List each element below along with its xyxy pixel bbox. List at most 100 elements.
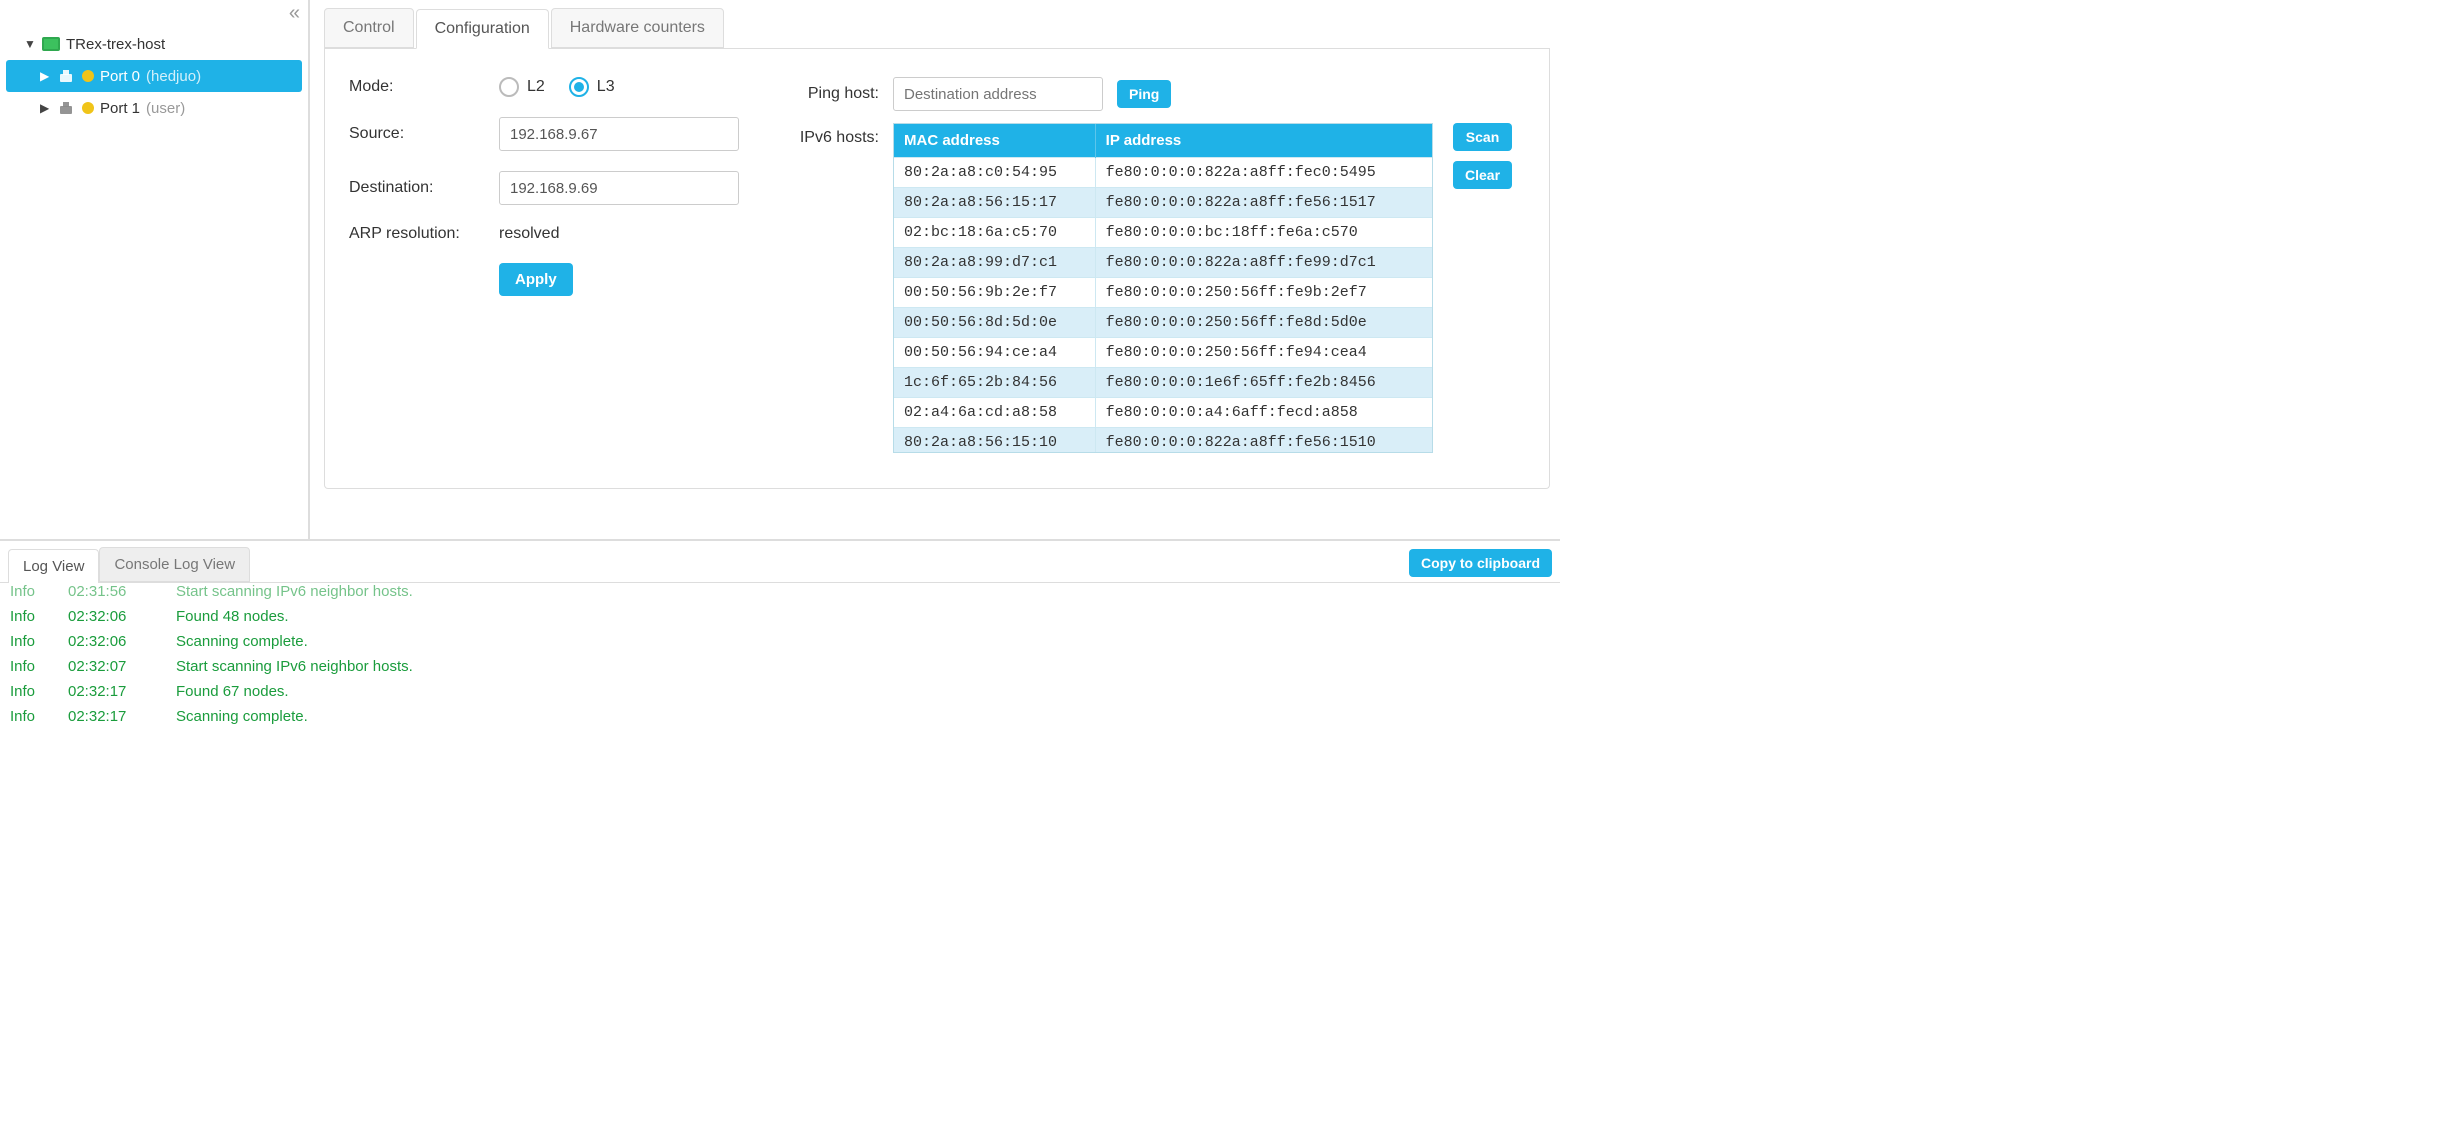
tab-control[interactable]: Control [324,8,414,48]
cell-mac: 80:2a:a8:c0:54:95 [894,158,1095,188]
tree-port-1[interactable]: ▶ Port 1 (user) [6,92,302,124]
table-row[interactable]: 80:2a:a8:56:15:17fe80:0:0:0:822a:a8ff:fe… [894,188,1432,218]
log-pane: Log View Console Log View Copy to clipbo… [0,540,1560,730]
expand-down-icon[interactable]: ▼ [24,37,38,51]
log-time: 02:32:06 [68,608,158,625]
destination-label: Destination: [349,179,499,197]
log-message: Start scanning IPv6 neighbor hosts. [176,658,413,675]
log-line: Info 02:32:07 Start scanning IPv6 neighbor… [10,654,1550,679]
clear-button[interactable]: Clear [1453,161,1512,189]
mode-l3-label: L3 [597,78,615,96]
mode-l3-radio[interactable]: L3 [569,77,615,97]
log-level: Info [10,708,50,725]
log-body[interactable]: Info 02:31:56 Start scanning IPv6 neighbor… [0,583,1560,730]
radio-on-icon [569,77,589,97]
log-level: Info [10,608,50,625]
log-message: Found 48 nodes. [176,608,289,625]
apply-button[interactable]: Apply [499,263,573,296]
cell-ip: fe80:0:0:0:822a:a8ff:fec0:5495 [1095,158,1432,188]
cell-mac: 02:a4:6a:cd:a8:58 [894,398,1095,428]
col-mac[interactable]: MAC address [894,124,1095,158]
arp-label: ARP resolution: [349,225,499,243]
port-icon [58,68,74,84]
table-row[interactable]: 02:bc:18:6a:c5:70fe80:0:0:0:bc:18ff:fe6a… [894,218,1432,248]
tree-root[interactable]: ▼ TRex-trex-host [6,28,302,60]
table-row[interactable]: 00:50:56:94:ce:a4fe80:0:0:0:250:56ff:fe9… [894,338,1432,368]
table-row[interactable]: 1c:6f:65:2b:84:56fe80:0:0:0:1e6f:65ff:fe… [894,368,1432,398]
cell-ip: fe80:0:0:0:250:56ff:fe8d:5d0e [1095,308,1432,338]
tab-hardware-counters[interactable]: Hardware counters [551,8,724,48]
device-tree: ▼ TRex-trex-host ▶ Port 0 (hedjuo) ▶ Port 1 (… [0,6,308,130]
tab-configuration[interactable]: Configuration [416,9,549,49]
log-line: Info 02:32:17 Scanning complete. [10,704,1550,729]
log-level: Info [10,658,50,675]
expand-right-icon[interactable]: ▶ [40,69,54,83]
tree-root-label: TRex-trex-host [66,36,165,53]
cell-mac: 00:50:56:9b:2e:f7 [894,278,1095,308]
ipv6-table-scroll[interactable]: MAC address IP address 80:2a:a8:c0:54:95… [894,124,1432,452]
copy-to-clipboard-button[interactable]: Copy to clipboard [1409,549,1552,577]
ping-label: Ping host: [779,85,879,103]
tab-console-log-view[interactable]: Console Log View [99,547,250,582]
expand-right-icon[interactable]: ▶ [40,101,54,115]
source-input[interactable] [499,117,739,151]
log-time: 02:32:07 [68,658,158,675]
cell-mac: 80:2a:a8:56:15:10 [894,428,1095,453]
source-label: Source: [349,125,499,143]
port-label: Port 1 [100,100,140,117]
main-panel: ControlConfigurationHardware counters Mo… [310,0,1560,539]
tree-port-0[interactable]: ▶ Port 0 (hedjuo) [6,60,302,92]
log-message: Scanning complete. [176,708,308,725]
log-time: 02:32:17 [68,683,158,700]
main-tabs: ControlConfigurationHardware counters [324,8,1550,49]
col-ip[interactable]: IP address [1095,124,1432,158]
ipv6-column: Ping host: Ping IPv6 hosts: MAC address [779,77,1525,460]
cell-mac: 1c:6f:65:2b:84:56 [894,368,1095,398]
host-flag-icon [42,37,60,51]
table-row[interactable]: 02:a4:6a:cd:a8:58fe80:0:0:0:a4:6aff:fecd… [894,398,1432,428]
log-time: 02:31:56 [68,583,158,600]
port-owner: (hedjuo) [146,68,201,85]
cell-mac: 80:2a:a8:56:15:17 [894,188,1095,218]
ipv6-label: IPv6 hosts: [779,123,879,147]
cell-ip: fe80:0:0:0:822a:a8ff:fe56:1510 [1095,428,1432,453]
status-dot-icon [82,102,94,114]
cell-ip: fe80:0:0:0:bc:18ff:fe6a:c570 [1095,218,1432,248]
table-row[interactable]: 80:2a:a8:c0:54:95fe80:0:0:0:822a:a8ff:fe… [894,158,1432,188]
scan-button[interactable]: Scan [1453,123,1512,151]
top-pane: « ▼ TRex-trex-host ▶ Port 0 (hedjuo) ▶ Port … [0,0,1560,540]
table-row[interactable]: 80:2a:a8:99:d7:c1fe80:0:0:0:822a:a8ff:fe… [894,248,1432,278]
cell-mac: 02:bc:18:6a:c5:70 [894,218,1095,248]
table-row[interactable]: 80:2a:a8:56:15:10fe80:0:0:0:822a:a8ff:fe… [894,428,1432,453]
config-panel: Mode: L2 L3 So [324,49,1550,489]
log-line: Info02:32:17Found 67 nodes. [10,679,1550,704]
log-line: Info02:32:06Scanning complete. [10,629,1550,654]
log-tabs: Log View Console Log View Copy to clipbo… [0,541,1560,583]
table-row[interactable]: 00:50:56:8d:5d:0efe80:0:0:0:250:56ff:fe8… [894,308,1432,338]
tab-log-view[interactable]: Log View [8,549,99,583]
cell-ip: fe80:0:0:0:250:56ff:fe9b:2ef7 [1095,278,1432,308]
log-level: Info [10,683,50,700]
config-form: Mode: L2 L3 So [349,77,749,460]
mode-l2-radio[interactable]: L2 [499,77,545,97]
mode-l2-label: L2 [527,78,545,96]
sidebar-collapse-icon[interactable]: « [289,2,300,25]
table-row[interactable]: 00:50:56:9b:2e:f7fe80:0:0:0:250:56ff:fe9… [894,278,1432,308]
ping-host-input[interactable] [893,77,1103,111]
cell-ip: fe80:0:0:0:822a:a8ff:fe56:1517 [1095,188,1432,218]
radio-off-icon [499,77,519,97]
ping-button[interactable]: Ping [1117,80,1171,108]
cell-mac: 00:50:56:8d:5d:0e [894,308,1095,338]
ipv6-table-container: MAC address IP address 80:2a:a8:c0:54:95… [893,123,1433,453]
sidebar: « ▼ TRex-trex-host ▶ Port 0 (hedjuo) ▶ Port … [0,0,310,539]
log-level: Info [10,583,50,600]
log-line: Info02:31:56Start scanning IPv6 neighbor… [10,583,1550,604]
arp-value: resolved [499,225,749,243]
cell-ip: fe80:0:0:0:822a:a8ff:fe99:d7c1 [1095,248,1432,278]
destination-input[interactable] [499,171,739,205]
log-time: 02:32:17 [68,708,158,725]
port-owner: (user) [146,100,185,117]
cell-ip: fe80:0:0:0:250:56ff:fe94:cea4 [1095,338,1432,368]
cell-ip: fe80:0:0:0:1e6f:65ff:fe2b:8456 [1095,368,1432,398]
port-label: Port 0 [100,68,140,85]
